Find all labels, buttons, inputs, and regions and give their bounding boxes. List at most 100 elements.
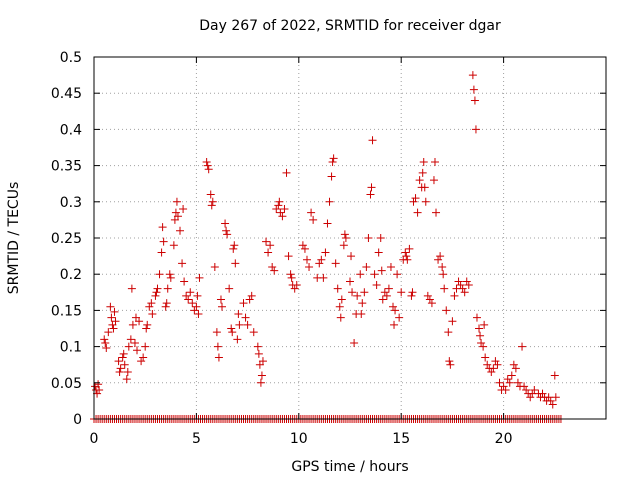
data-point	[439, 270, 448, 279]
data-point	[544, 393, 553, 402]
data-point	[233, 335, 242, 344]
data-point	[468, 71, 477, 80]
data-point	[401, 248, 410, 257]
data-point	[477, 338, 486, 347]
data-point	[268, 262, 277, 271]
data-point	[411, 194, 420, 203]
data-point	[161, 302, 170, 311]
data-point	[195, 273, 204, 282]
data-point	[247, 291, 256, 300]
data-point	[216, 295, 225, 304]
data-point	[163, 284, 172, 293]
data-point	[391, 306, 400, 315]
data-point	[218, 302, 226, 311]
data-point	[221, 219, 230, 228]
data-point	[158, 223, 167, 232]
data-point	[257, 371, 266, 380]
data-point	[393, 270, 402, 279]
data-point	[286, 270, 295, 279]
data-point	[202, 157, 211, 166]
data-point	[436, 252, 445, 261]
data-point	[245, 295, 254, 304]
data-point	[147, 299, 156, 308]
data-point	[548, 400, 557, 409]
data-point	[305, 262, 314, 271]
y-tick-label: 0.35	[51, 159, 82, 175]
data-point	[280, 205, 289, 214]
data-point	[124, 342, 133, 351]
data-point	[337, 295, 346, 304]
data-point	[364, 234, 373, 242]
data-point	[118, 353, 127, 362]
x-tick-label: 20	[495, 431, 513, 447]
data-point	[487, 367, 496, 376]
data-point	[122, 375, 131, 384]
data-point	[372, 281, 381, 290]
data-point	[509, 360, 518, 369]
data-point	[384, 284, 393, 293]
data-point	[266, 241, 275, 250]
data-point	[276, 208, 285, 217]
data-point	[418, 168, 427, 177]
data-point	[270, 266, 279, 275]
data-point	[137, 357, 146, 366]
data-point	[419, 157, 428, 166]
data-point	[302, 255, 311, 264]
data-point	[348, 288, 357, 297]
data-point	[546, 396, 555, 405]
data-point	[184, 295, 193, 304]
y-tick-label: 0.25	[51, 231, 82, 247]
data-point	[538, 389, 547, 398]
data-point	[341, 234, 350, 242]
data-point	[403, 255, 412, 264]
x-tick-label: 15	[392, 431, 410, 447]
data-point	[429, 176, 438, 185]
data-point	[213, 342, 222, 351]
data-point	[376, 234, 385, 242]
data-point	[222, 226, 231, 235]
data-point	[464, 281, 473, 290]
data-point	[256, 378, 265, 387]
data-point	[162, 299, 171, 308]
data-point	[133, 346, 142, 355]
data-point	[119, 349, 128, 358]
data-point	[282, 168, 291, 177]
data-point	[165, 270, 174, 279]
y-tick-label: 0.5	[60, 50, 82, 66]
data-point	[120, 360, 129, 369]
data-point	[458, 284, 467, 293]
data-point	[243, 320, 252, 329]
data-point	[101, 338, 110, 347]
data-point	[284, 252, 293, 261]
data-point	[395, 313, 404, 322]
data-point	[440, 284, 449, 293]
data-point	[350, 338, 359, 347]
data-point	[483, 360, 492, 369]
data-point	[432, 208, 441, 217]
data-point	[518, 342, 527, 351]
data-point	[171, 208, 180, 217]
data-point	[358, 299, 367, 308]
data-point	[444, 328, 453, 337]
data-point	[340, 230, 349, 239]
data-point	[522, 386, 531, 395]
data-point	[353, 291, 362, 300]
data-point	[551, 393, 560, 402]
data-point	[469, 85, 478, 94]
data-point	[155, 270, 164, 279]
data-point	[298, 241, 307, 250]
data-point	[178, 259, 187, 268]
data-point	[325, 197, 334, 206]
data-point	[231, 259, 240, 268]
data-point	[347, 252, 356, 261]
data-point	[264, 248, 273, 257]
x-tick-label: 5	[192, 431, 201, 447]
data-point	[442, 306, 451, 315]
data-point	[430, 157, 439, 166]
data-point	[402, 252, 411, 261]
data-point	[190, 306, 199, 315]
data-point	[362, 262, 371, 271]
data-point	[327, 172, 336, 181]
data-point	[456, 281, 465, 290]
